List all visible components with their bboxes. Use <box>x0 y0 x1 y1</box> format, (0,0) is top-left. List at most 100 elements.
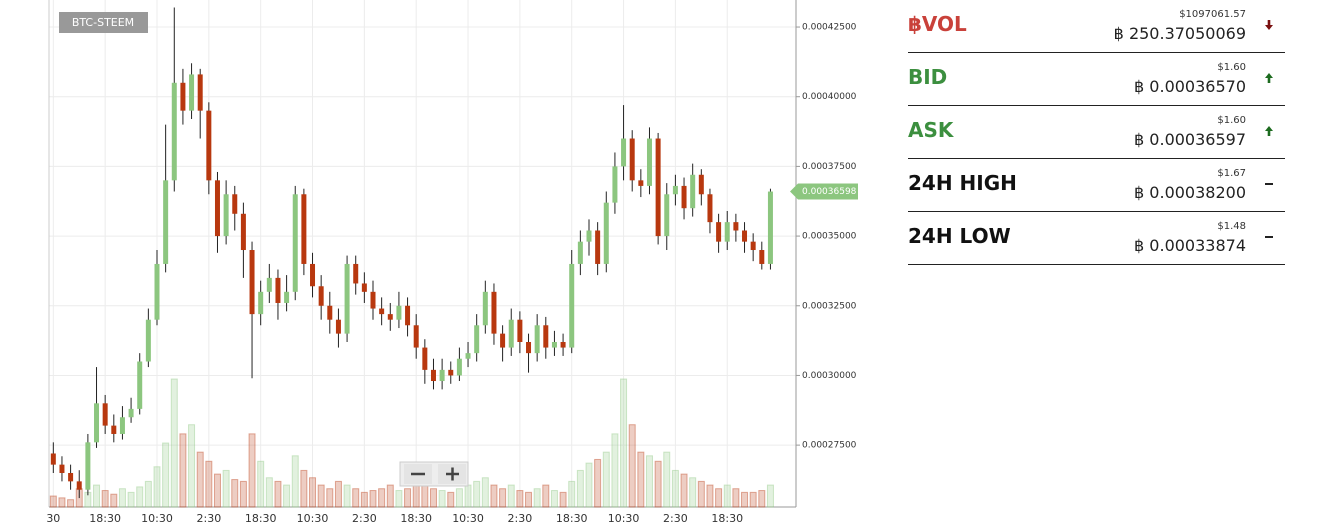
trend-icon <box>1265 236 1273 238</box>
y-tick-label: 0.00032500 <box>802 301 857 311</box>
candle-body <box>491 291 497 334</box>
volume-bar <box>758 490 766 508</box>
stat-row: 24H LOW $1.48 ฿ 0.00033874 <box>908 212 1285 265</box>
volume-bar <box>205 460 213 508</box>
stat-row: BID $1.60 ฿ 0.00036570 <box>908 53 1285 106</box>
volume-bar <box>334 480 342 508</box>
volume-bar <box>257 460 265 508</box>
x-tick-label: 2:30 <box>196 512 221 525</box>
stat-usd: $1.60 <box>1217 62 1246 73</box>
last-price-label: 0.00036598 <box>802 187 857 197</box>
volume-bar <box>749 491 757 508</box>
candle-body <box>638 180 644 186</box>
x-tick-label: 10:30 <box>452 512 484 525</box>
volume-bar <box>153 466 161 508</box>
stat-usd: $1.48 <box>1217 221 1246 232</box>
volume-bar <box>265 477 273 508</box>
volume-bar <box>602 451 610 508</box>
candle-body <box>85 442 91 490</box>
y-tick-label: 0.00042500 <box>802 23 857 33</box>
volume-bar <box>179 433 187 508</box>
x-tick-label: 10:30 <box>608 512 640 525</box>
candle-body <box>698 174 704 195</box>
volume-bar <box>455 488 463 508</box>
candle-body <box>646 138 652 186</box>
candle-body <box>430 369 436 382</box>
candle-body <box>560 341 566 348</box>
stat-row: ฿VOL $1097061.57 ฿ 250.37050069 <box>908 0 1285 53</box>
volume-bar <box>300 469 308 508</box>
x-tick-label: 18:30 <box>89 512 121 525</box>
stat-label: 24H HIGH <box>908 171 1017 195</box>
candle-body <box>448 369 454 376</box>
symbol-badge <box>59 12 148 33</box>
volume-bar <box>317 484 325 508</box>
candle-body <box>465 353 471 359</box>
candle-body <box>301 194 307 264</box>
volume-bar <box>689 477 697 508</box>
candle-body <box>707 194 713 223</box>
candle-body <box>672 185 678 195</box>
volume-bar <box>741 491 749 508</box>
candle-body <box>318 286 324 306</box>
candle-body <box>214 180 220 237</box>
x-tick-label: 2:30 <box>663 512 688 525</box>
candle-body <box>742 230 748 242</box>
volume-bar <box>429 488 437 508</box>
volume-bar <box>464 484 472 508</box>
volume-bar <box>213 473 221 508</box>
volume-bar <box>568 480 576 508</box>
volume-bar <box>162 442 170 508</box>
candle-body <box>240 213 246 251</box>
candle-body <box>266 277 272 292</box>
volume-bar <box>620 378 628 508</box>
volume-bar <box>93 484 101 508</box>
volume-bar <box>447 491 455 508</box>
candle-body <box>344 263 350 334</box>
volume-bar <box>481 477 489 508</box>
candle-body <box>767 191 773 264</box>
volume-bar <box>559 491 567 508</box>
trend-icon <box>1265 73 1273 83</box>
volume-bar <box>352 488 360 508</box>
volume-bar <box>412 484 420 508</box>
x-tick-label: 10:30 <box>141 512 173 525</box>
volume-bar <box>58 497 66 508</box>
volume-bar <box>291 455 299 508</box>
zoom-in-button[interactable] <box>438 464 466 484</box>
volume-bar <box>766 484 774 508</box>
candle-body <box>292 194 298 292</box>
candle-body <box>145 319 151 362</box>
volume-bar <box>499 488 507 508</box>
candle-body <box>716 222 722 242</box>
volume-bar <box>188 424 196 508</box>
zoom-out-button[interactable] <box>404 464 432 484</box>
x-tick-label: 2:30 <box>352 512 377 525</box>
volume-bar <box>542 484 550 508</box>
volume-bar <box>231 479 239 508</box>
candle-body <box>50 453 56 465</box>
volume-bar <box>473 480 481 508</box>
x-tick-label: 18:30 <box>556 512 588 525</box>
candle-body <box>482 291 488 326</box>
candle-body <box>180 82 186 111</box>
candle-body <box>526 341 532 354</box>
volume-bar <box>144 480 152 508</box>
trend-icon <box>1265 126 1273 136</box>
candle-body <box>361 283 367 292</box>
candle-body <box>128 408 134 418</box>
x-tick-label: 30 <box>46 512 60 525</box>
volume-bar <box>490 484 498 508</box>
candle-body <box>396 305 402 320</box>
candle-body <box>733 222 739 231</box>
volume-bar <box>101 490 109 508</box>
volume-bar <box>369 490 377 508</box>
chart-title: BTC-STEEM <box>72 16 134 29</box>
candle-body <box>370 291 376 309</box>
chart: 0.00027500 0.00030000 0.00032500 0.00035000… <box>46 0 858 525</box>
candle-body <box>681 185 687 209</box>
y-tick-label: 0.00037500 <box>802 162 857 172</box>
volume-bar <box>118 488 126 508</box>
stats-panel: ฿VOL $1097061.57 ฿ 250.37050069 BID $1.60 ฿ 0… <box>908 0 1285 265</box>
